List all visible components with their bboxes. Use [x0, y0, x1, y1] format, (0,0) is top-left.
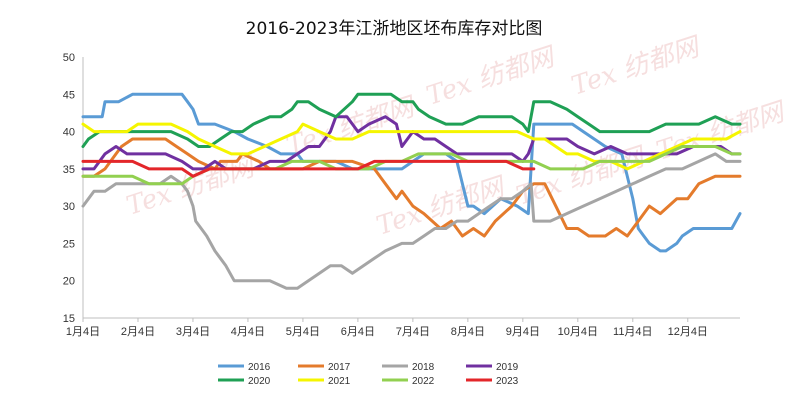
legend-label-2023: 2023: [496, 376, 519, 387]
series-line-2020: [81, 92, 742, 148]
series-line-2016: [81, 92, 742, 253]
y-tick-label: 20: [63, 276, 75, 288]
x-tick-label: 11月4日: [613, 326, 653, 338]
y-tick-label: 35: [63, 164, 75, 176]
x-tick-label: 1月4日: [66, 326, 100, 338]
y-tick-labels: 15 20 25 30 35 40 45 50: [63, 52, 75, 325]
x-tick-label: 3月4日: [176, 326, 210, 338]
legend: 2016 2017 2018 2019 2020 2021 2022 2023: [218, 362, 519, 387]
series-lines: [81, 92, 742, 290]
legend-label-2020: 2020: [248, 376, 271, 387]
x-tick-label: 2月4日: [121, 326, 155, 338]
y-tick-label: 50: [63, 52, 75, 64]
x-tick-label: 8月4日: [451, 326, 485, 338]
legend-label-2019: 2019: [496, 362, 519, 373]
watermark-text: Tex 纺都网: [123, 152, 260, 222]
y-tick-label: 30: [63, 201, 75, 213]
x-tick-labels: 1月4日 2月4日 3月4日 4月4日 5月4日 6月4日 7月4日 8月4日 9月4日 10月4…: [66, 318, 708, 338]
x-tick-label: 4月4日: [231, 326, 265, 338]
chart-title: 2016-2023年江浙地区坯布库存对比图: [245, 19, 543, 39]
legend-label-2022: 2022: [412, 376, 435, 387]
legend-label-2017: 2017: [328, 362, 351, 373]
y-tick-label: 40: [63, 127, 75, 139]
legend-label-2021: 2021: [328, 376, 351, 387]
x-tick-label: 10月4日: [558, 326, 598, 338]
x-tick-label: 6月4日: [341, 326, 375, 338]
y-tick-label: 15: [63, 313, 75, 325]
y-tick-label: 45: [63, 89, 75, 101]
x-tick-label: 12月4日: [668, 326, 708, 338]
legend-label-2018: 2018: [412, 362, 435, 373]
series-line-2019: [81, 115, 742, 171]
series-line-2023: [81, 159, 536, 178]
series-line-2022: [81, 145, 742, 186]
x-tick-label: 7月4日: [396, 326, 430, 338]
x-tick-label: 9月4日: [506, 326, 540, 338]
series-line-2017: [81, 137, 742, 238]
legend-label-2016: 2016: [248, 362, 271, 373]
series-line-2021: [81, 122, 742, 171]
watermark-text: Tex 纺都网: [568, 32, 705, 102]
x-tick-label: 5月4日: [286, 326, 320, 338]
y-tick-label: 25: [63, 238, 75, 250]
